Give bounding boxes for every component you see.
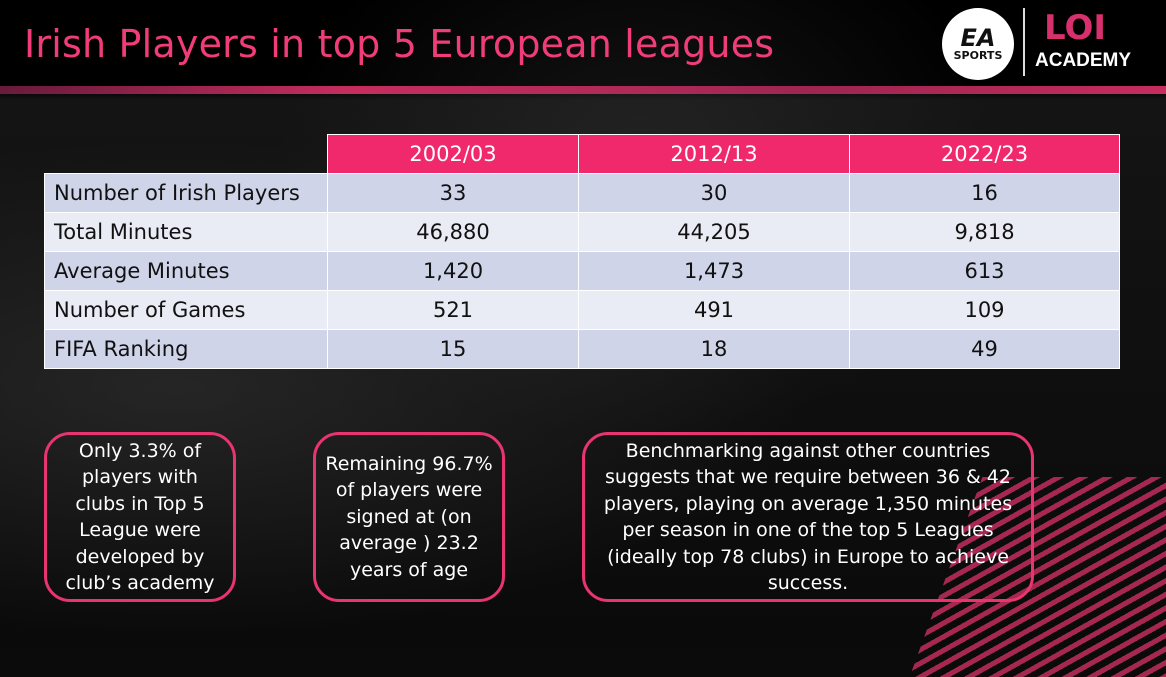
row-label: Average Minutes xyxy=(44,251,328,291)
cell: 46,880 xyxy=(327,212,579,252)
ea-logo-subtext: SPORTS xyxy=(953,48,1003,62)
column-header: 2012/13 xyxy=(578,134,850,174)
table-row: FIFA Ranking 15 18 49 xyxy=(44,329,1120,369)
info-box-signed-age: Remaining 96.7% of players were signed a… xyxy=(313,432,505,602)
table-row: Total Minutes 46,880 44,205 9,818 xyxy=(44,212,1120,252)
cell: 49 xyxy=(849,329,1120,369)
row-label: FIFA Ranking xyxy=(44,329,328,369)
slide-title: Irish Players in top 5 European leagues xyxy=(24,22,775,66)
cell: 491 xyxy=(578,290,850,330)
cell: 109 xyxy=(849,290,1120,330)
info-box-benchmarking: Benchmarking against other countries sug… xyxy=(582,432,1034,602)
cell: 15 xyxy=(327,329,579,369)
loi-academy-logo: LOI ACADEMY xyxy=(1035,6,1132,72)
loi-logo-text: LOI xyxy=(1043,8,1106,48)
ea-sports-logo: EA SPORTS xyxy=(942,8,1014,80)
cell: 18 xyxy=(578,329,850,369)
column-header: 2002/03 xyxy=(327,134,579,174)
header-blank xyxy=(45,135,328,174)
info-text: Only 3.3% of players with clubs in Top 5… xyxy=(65,439,215,595)
cell: 1,420 xyxy=(327,251,579,291)
row-label: Number of Games xyxy=(44,290,328,330)
info-text: Benchmarking against other countries sug… xyxy=(603,439,1013,595)
cell: 44,205 xyxy=(578,212,850,252)
column-header: 2022/23 xyxy=(849,134,1120,174)
cell: 521 xyxy=(327,290,579,330)
loi-logo-subtext: ACADEMY xyxy=(1035,50,1132,71)
cell: 33 xyxy=(327,173,579,213)
table-row: Number of Games 521 491 109 xyxy=(44,290,1120,330)
cell: 16 xyxy=(849,173,1120,213)
stats-table: 2002/03 2012/13 2022/23 Number of Irish … xyxy=(44,134,1120,369)
info-box-academy: Only 3.3% of players with clubs in Top 5… xyxy=(44,432,236,602)
table-row: Average Minutes 1,420 1,473 613 xyxy=(44,251,1120,291)
cell: 30 xyxy=(578,173,850,213)
row-label: Number of Irish Players xyxy=(44,173,328,213)
logo-divider xyxy=(1023,8,1025,76)
table-header: 2002/03 2012/13 2022/23 xyxy=(45,134,1120,174)
cell: 9,818 xyxy=(849,212,1120,252)
row-label: Total Minutes xyxy=(44,212,328,252)
header-stripe xyxy=(0,86,1166,94)
cell: 1,473 xyxy=(578,251,850,291)
table-row: Number of Irish Players 33 30 16 xyxy=(44,173,1120,213)
cell: 613 xyxy=(849,251,1120,291)
ea-logo-text: EA xyxy=(960,23,996,52)
info-text: Remaining 96.7% of players were signed a… xyxy=(325,452,493,581)
